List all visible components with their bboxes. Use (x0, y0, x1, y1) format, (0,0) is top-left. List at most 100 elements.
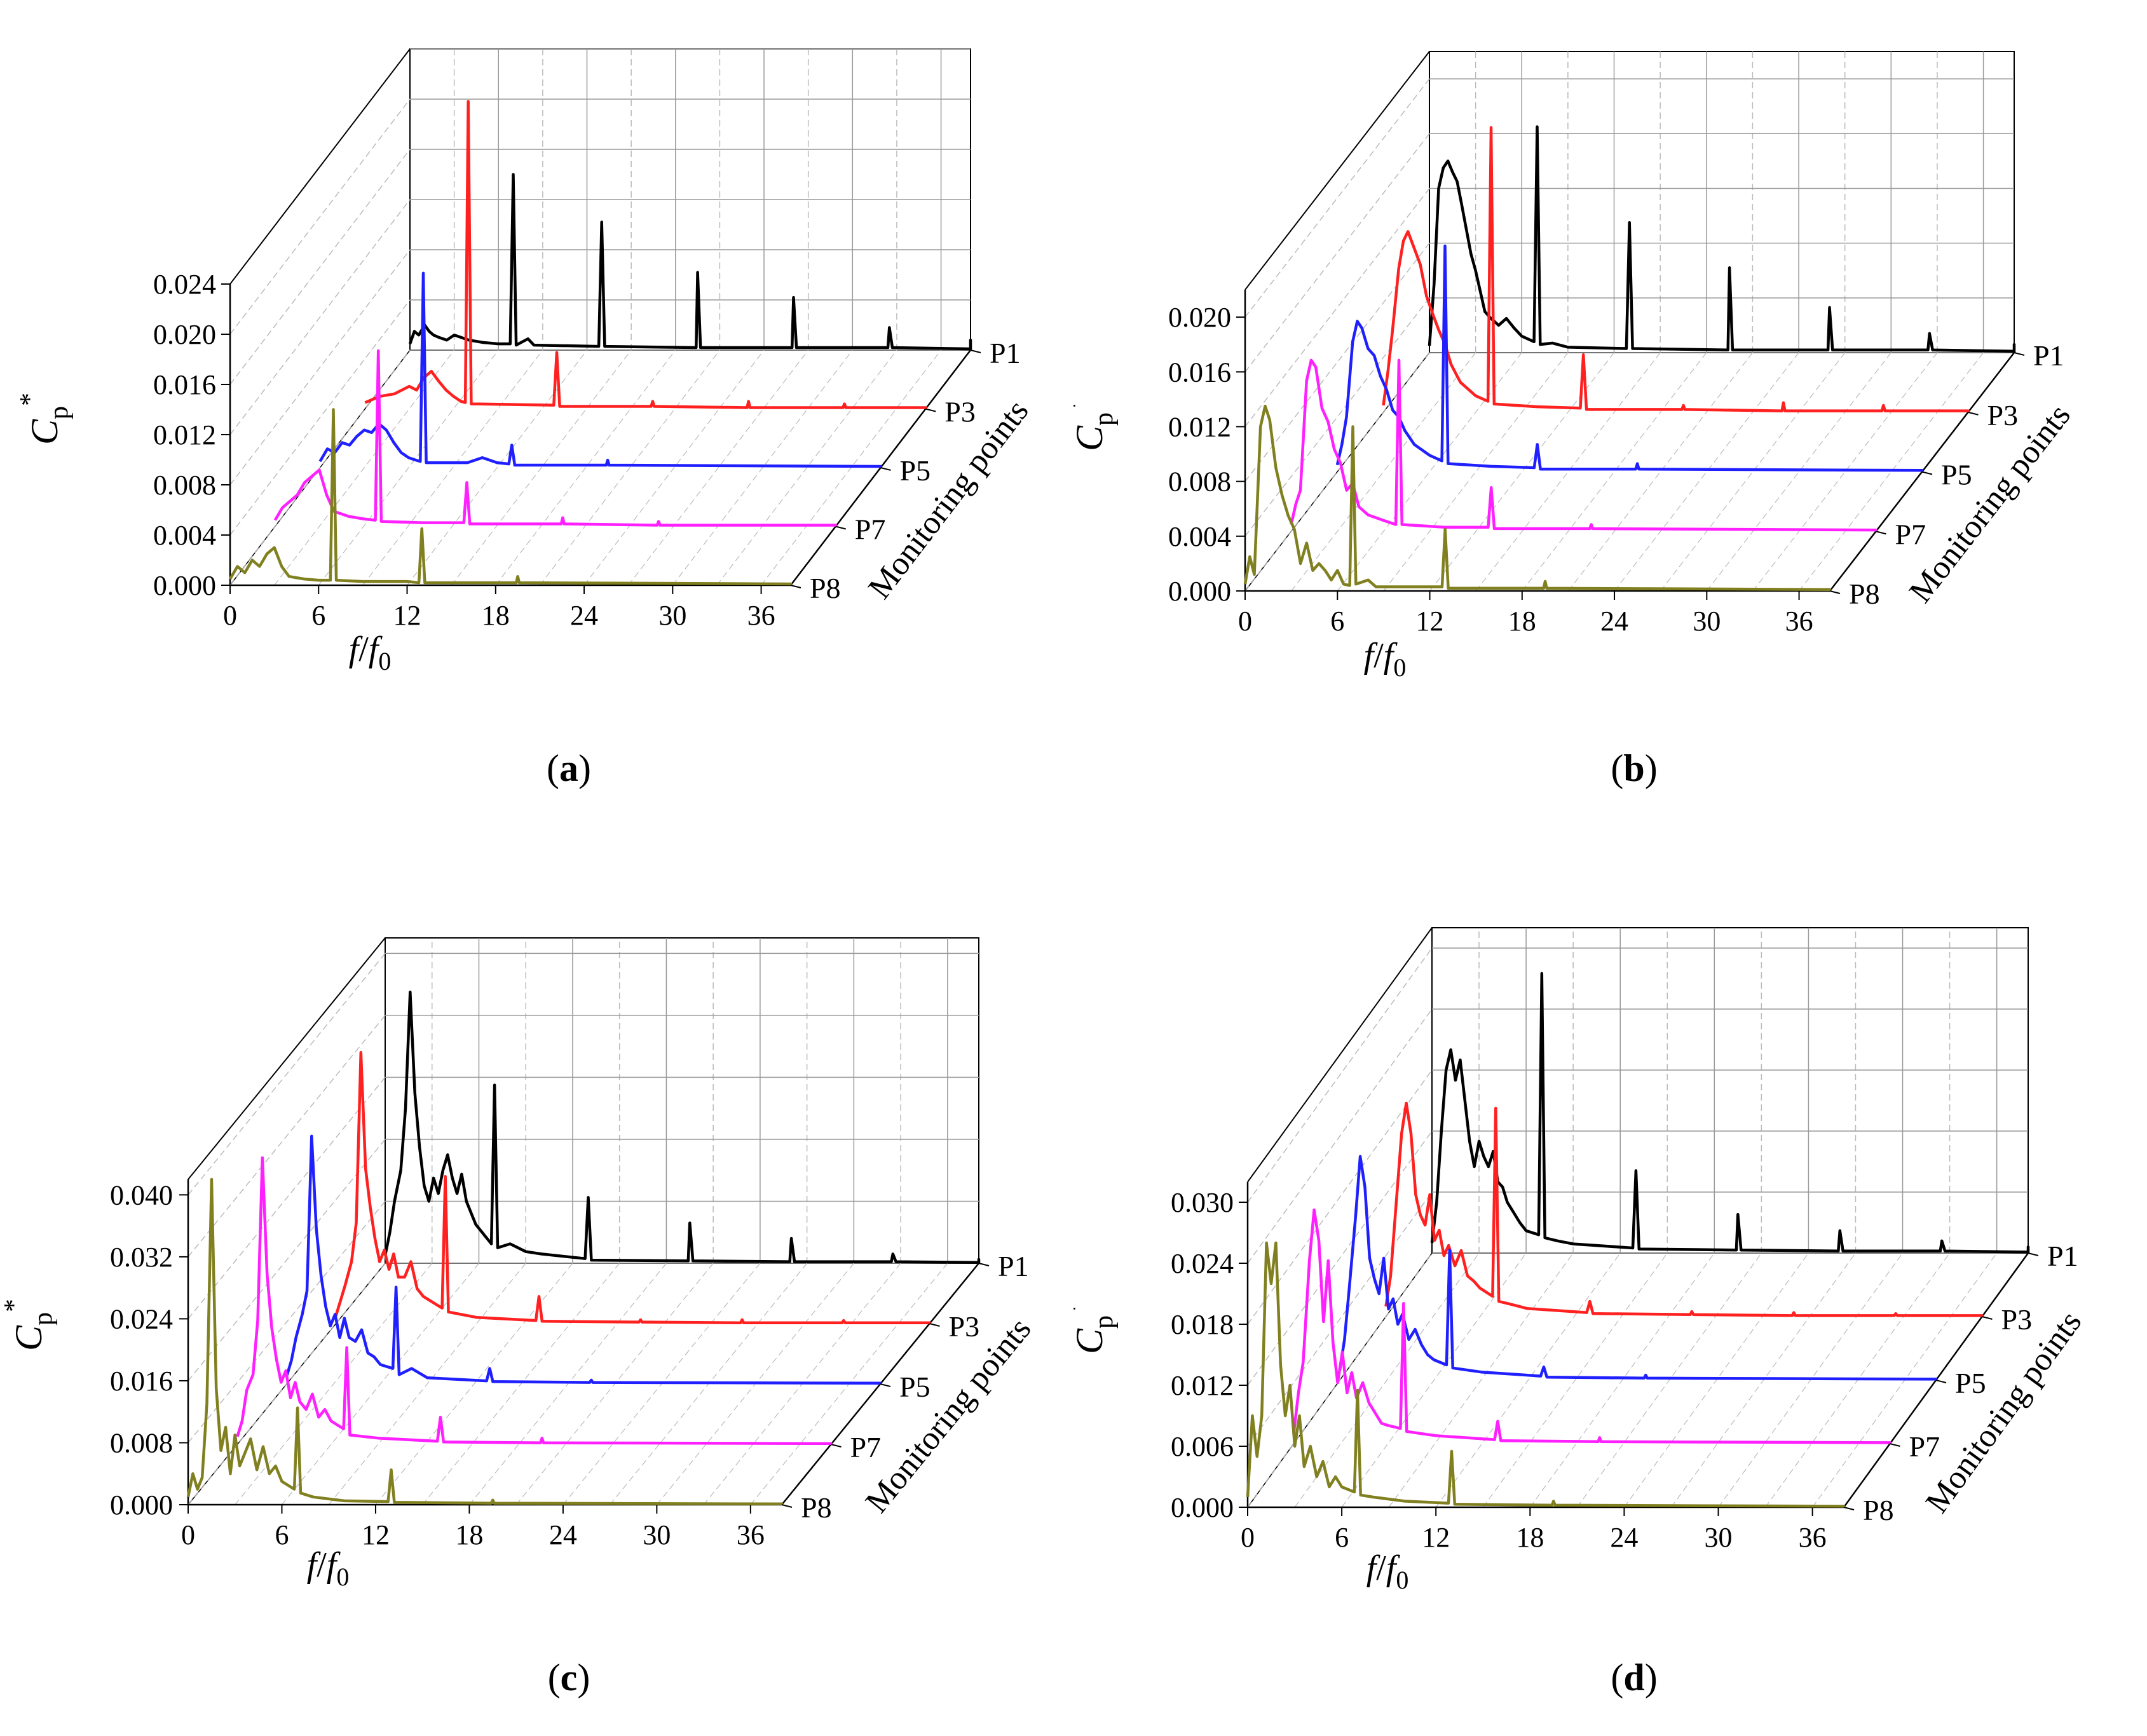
back-wall-frame (1429, 51, 2015, 353)
floor-grid-line (451, 349, 632, 586)
series-line-p8 (186, 1177, 784, 1506)
floor-grid-line (1294, 1252, 1480, 1508)
side-grid-line (1244, 78, 1430, 318)
depth-tick-mark (880, 1383, 891, 1387)
depth-tick-mark (978, 1263, 990, 1266)
y-tick-label: 0.004 (153, 520, 216, 551)
depth-axis-label: Monitoring points (1919, 1305, 2089, 1520)
y-tick-label: 0.000 (153, 570, 216, 601)
series-line-p7 (1292, 1208, 1891, 1444)
series-label-p8: P8 (810, 572, 841, 604)
floor-grid-line (1576, 1252, 1762, 1508)
y-tick-label: 0.008 (153, 470, 216, 501)
plot-area: 0 6 12 18 24 30 36 0.000 0.004 0.008 0.012 0.016 0.0… (1074, 51, 2078, 682)
depth-tick-mark (2028, 1252, 2039, 1256)
floor-grid-line (1383, 352, 1569, 592)
side-wall-top-edge (229, 48, 411, 285)
series-label-p3: P3 (944, 396, 976, 428)
x-axis-label: f/f0 (1367, 1549, 1409, 1594)
series-label-p7: P7 (1909, 1430, 1940, 1463)
series-line-p1 (1428, 125, 2016, 353)
series-label-p8: P8 (801, 1491, 832, 1524)
floor-grid-line (1247, 1252, 1433, 1508)
floor-grid-line (1567, 352, 1753, 592)
y-tick-label: 0.016 (153, 369, 216, 400)
x-axis-label: f/f0 (349, 630, 392, 675)
x-tick-label: 36 (1785, 606, 1813, 637)
series-line-p3 (364, 100, 927, 409)
side-grid-line (187, 1201, 386, 1443)
y-axis-label: Cp* (1074, 1302, 1119, 1354)
floor-grid-line (282, 1263, 479, 1505)
back-wall-frame (1431, 927, 2029, 1254)
floor-grid-line (539, 349, 720, 586)
side-grid-line (229, 199, 411, 435)
x-tick-label: 30 (643, 1519, 671, 1550)
x-tick-label: 12 (1416, 606, 1444, 637)
depth-tick-mark (1968, 411, 1979, 416)
series-label-p7: P7 (1895, 518, 1926, 550)
x-tick-label: 18 (1516, 1522, 1544, 1553)
series-label-p3: P3 (1987, 399, 2019, 431)
floor-grid-line (1475, 352, 1661, 592)
floor-grid-line (1706, 352, 1891, 592)
panel-c: 0 6 12 18 24 30 36 0.000 0.008 0.016 0.024 0.032 0.0… (0, 868, 1074, 1736)
series-label-p8: P8 (1863, 1494, 1894, 1526)
depth-tick-mark (1843, 1507, 1855, 1510)
series-line-p5 (318, 271, 882, 468)
depth-tick-mark (781, 1504, 793, 1508)
waterfall-chart-b: 0 6 12 18 24 30 36 0.000 0.004 0.008 0.012 0.016 0.0… (1074, 51, 2078, 682)
series-label-p7: P7 (855, 513, 886, 546)
side-grid-line (1247, 1008, 1433, 1264)
side-grid-line (1247, 1191, 1433, 1447)
x-tick-label: 12 (362, 1519, 390, 1550)
x-tick-label: 18 (1508, 606, 1536, 637)
series-line-p3 (334, 1051, 931, 1325)
x-tick-label: 24 (1600, 606, 1628, 637)
y-tick-label: 0.004 (1168, 521, 1231, 552)
floor-grid-line (1341, 1252, 1527, 1508)
x-tick-label: 12 (393, 600, 421, 631)
plot-area: 0 6 12 18 24 30 36 0.000 0.008 0.016 0.024 0.032 0.0… (0, 937, 1038, 1591)
floor-grid-line (235, 1263, 433, 1505)
depth-tick-mark (925, 408, 936, 412)
series-label-p1: P1 (998, 1250, 1029, 1282)
plot-area: 0 6 12 18 24 30 36 0.000 0.004 0.008 0.012 0.016 0.0… (15, 48, 1036, 675)
floor-grid-line (1482, 1252, 1668, 1508)
floor-grid-line (422, 1263, 620, 1505)
series-label-p5: P5 (1955, 1367, 1986, 1399)
side-grid-line (1244, 187, 1430, 427)
y-tick-label: 0.030 (1171, 1187, 1234, 1218)
floor-grid-line (1623, 1252, 1809, 1508)
depth-tick-mark (1890, 1443, 1900, 1447)
series-line-p8 (1243, 404, 1832, 592)
floor-grid-line (274, 349, 455, 586)
series-line-p5 (285, 1134, 882, 1385)
caption-b: (b) (1611, 747, 1658, 789)
y-tick-label: 0.024 (1171, 1248, 1234, 1279)
back-wall-frame (385, 937, 979, 1264)
x-axis-label: f/f0 (1364, 636, 1407, 682)
floor-grid-line (1670, 1252, 1856, 1508)
y-axis-label: Cp* (1074, 399, 1119, 451)
depth-tick-mark (2014, 352, 2025, 356)
side-wall-top-edge (187, 937, 386, 1180)
series-line-p5 (1338, 1155, 1938, 1381)
y-tick-label: 0.032 (110, 1242, 173, 1273)
x-tick-label: 36 (1799, 1522, 1827, 1553)
side-grid-line (187, 953, 386, 1195)
caption-a: (a) (547, 747, 591, 789)
side-grid-line (229, 98, 411, 335)
series-label-p3: P3 (2001, 1303, 2033, 1336)
x-tick-label: 24 (549, 1519, 577, 1550)
series-line-p5 (1335, 244, 1924, 472)
floor-grid-line (1718, 1252, 1904, 1508)
floor-grid-line (318, 349, 499, 586)
depth-tick-mark (970, 349, 981, 353)
floor-grid-line (1435, 1252, 1621, 1508)
series-label-p1: P1 (2047, 1240, 2078, 1272)
y-tick-label: 0.020 (153, 319, 216, 350)
depth-tick-mark (1876, 531, 1886, 535)
side-grid-line (187, 1015, 386, 1258)
x-tick-label: 0 (223, 600, 237, 631)
